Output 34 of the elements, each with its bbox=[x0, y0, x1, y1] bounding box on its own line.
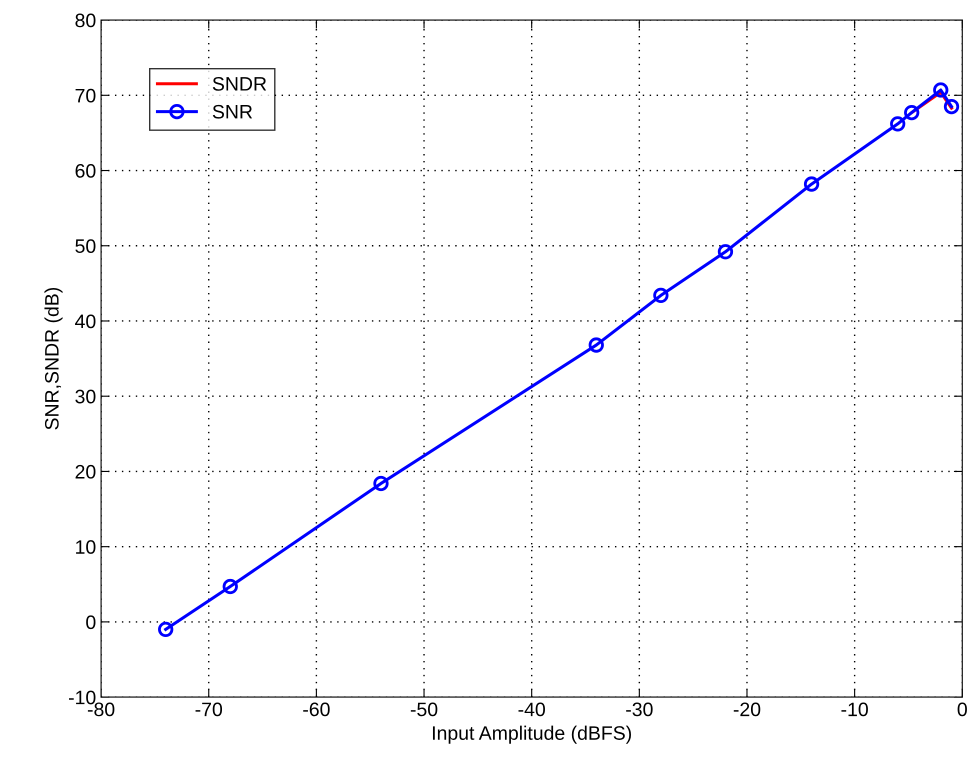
y-tick-label: 40 bbox=[75, 314, 96, 328]
x-tick-label: -40 bbox=[518, 702, 545, 716]
legend-label: SNDR bbox=[212, 76, 266, 91]
x-tick-label: -50 bbox=[410, 702, 438, 716]
legend-label: SNR bbox=[212, 104, 252, 119]
y-tick-label: 30 bbox=[75, 390, 96, 404]
y-tick-label: 0 bbox=[86, 615, 96, 630]
point bbox=[653, 288, 668, 304]
x-axis-title: Input Amplitude (dBFS) bbox=[432, 726, 631, 744]
point bbox=[158, 622, 174, 638]
y-tick-label: 80 bbox=[75, 14, 96, 28]
y-tick-label: 20 bbox=[76, 464, 96, 479]
y-tick-label: 60 bbox=[76, 164, 96, 178]
x-tick-label: -80 bbox=[88, 702, 114, 716]
point bbox=[222, 578, 238, 594]
point bbox=[890, 116, 906, 132]
point bbox=[933, 82, 948, 98]
point bbox=[373, 476, 389, 492]
x-tick-label: -70 bbox=[196, 702, 222, 716]
y-tick-label: 10 bbox=[76, 540, 96, 554]
x-tick-label: -10 bbox=[841, 702, 868, 716]
point bbox=[804, 176, 820, 192]
point bbox=[588, 337, 604, 353]
point bbox=[904, 104, 920, 120]
x-tick-label: -20 bbox=[734, 702, 760, 716]
x-tick-label: -30 bbox=[626, 702, 653, 716]
x-tick-label: -60 bbox=[303, 702, 330, 716]
x-tick-label: 0 bbox=[958, 702, 967, 716]
y-tick-label: 70 bbox=[76, 88, 96, 103]
y-tick-label: 50 bbox=[75, 239, 96, 253]
y-tick-label: -10 bbox=[68, 690, 96, 704]
y-axis-title: SNR,SNDR (dB) bbox=[44, 288, 63, 430]
point bbox=[718, 244, 734, 260]
point bbox=[944, 98, 960, 114]
